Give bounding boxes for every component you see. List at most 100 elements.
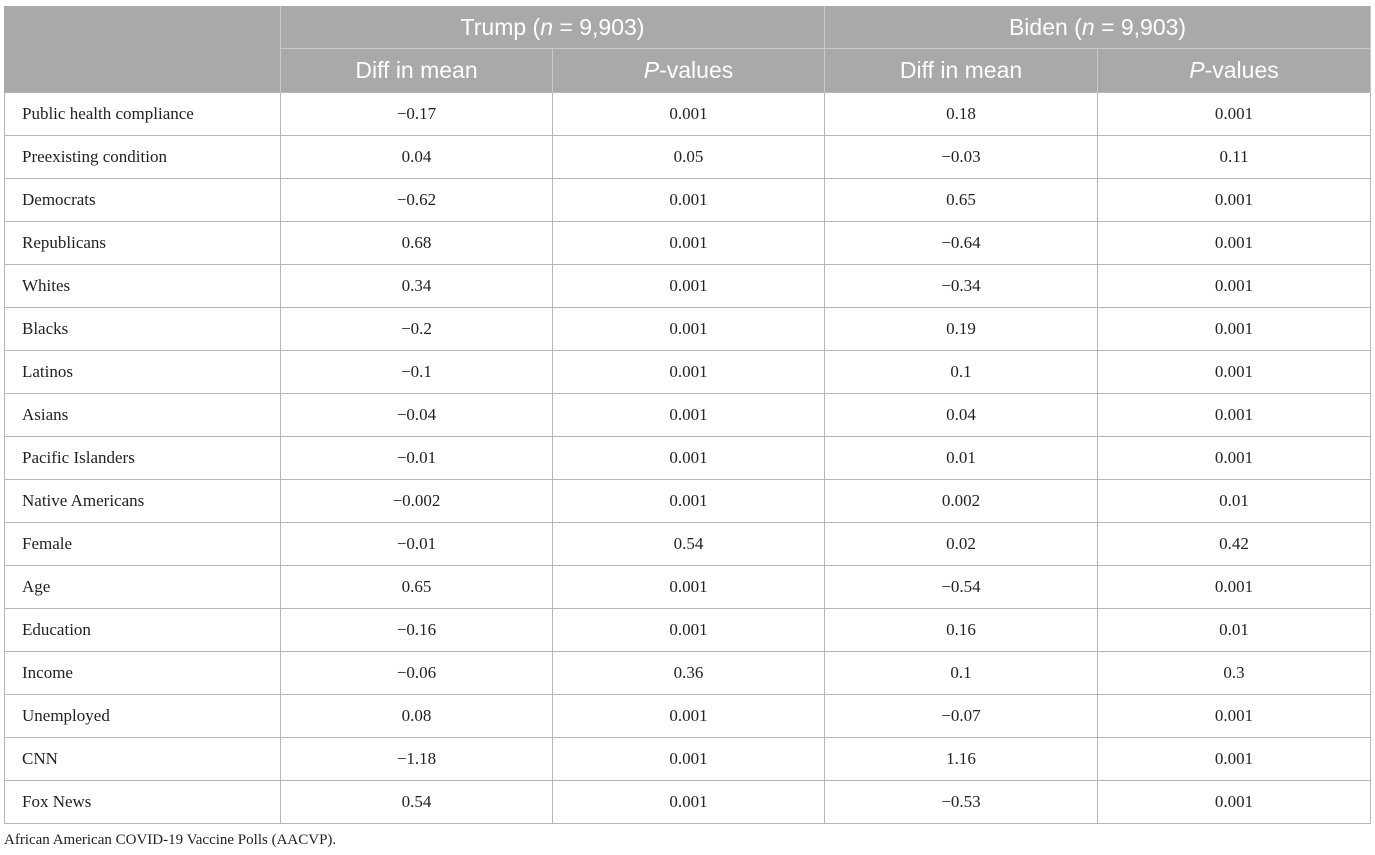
group-n-label: n [1081, 13, 1095, 40]
biden-diff-cell: −0.07 [824, 694, 1099, 738]
table-row: Fox News 0.54 0.001 −0.53 0.001 [4, 780, 1372, 824]
trump-p-cell: 0.54 [551, 522, 826, 566]
row-label: Age [4, 565, 281, 609]
trump-p-cell: 0.001 [551, 737, 826, 781]
table-row: Asians −0.04 0.001 0.04 0.001 [4, 393, 1372, 437]
group-n-value: = 9,903 [553, 13, 637, 40]
trump-diff-cell: −0.06 [280, 651, 553, 695]
biden-diff-cell: −0.34 [824, 264, 1099, 308]
row-label: Education [4, 608, 281, 652]
trump-p-cell: 0.001 [551, 479, 826, 523]
trump-p-cell: 0.001 [551, 221, 826, 265]
table-row: Democrats −0.62 0.001 0.65 0.001 [4, 178, 1372, 222]
trump-p-cell: 0.001 [551, 694, 826, 738]
trump-diff-cell: 0.34 [280, 264, 553, 308]
biden-diff-cell: 0.19 [824, 307, 1099, 351]
biden-diff-cell: 0.65 [824, 178, 1099, 222]
row-label: Asians [4, 393, 281, 437]
table-header: Trump (n = 9,903) Biden (n = 9,903) Diff… [4, 6, 1372, 93]
biden-p-cell: 0.42 [1097, 522, 1372, 566]
trump-p-cell: 0.001 [551, 350, 826, 394]
biden-p-cell: 0.01 [1097, 608, 1372, 652]
trump-p-cell: 0.001 [551, 608, 826, 652]
row-label: Unemployed [4, 694, 281, 738]
biden-diff-cell: −0.03 [824, 135, 1099, 179]
trump-diff-cell: −0.16 [280, 608, 553, 652]
biden-p-cell: 0.001 [1097, 178, 1372, 222]
group-n-value: = 9,903 [1094, 13, 1179, 40]
table-row: Age 0.65 0.001 −0.54 0.001 [4, 565, 1372, 609]
biden-diff-cell: −0.64 [824, 221, 1099, 265]
results-table-container: Trump (n = 9,903) Biden (n = 9,903) Diff… [4, 6, 1372, 824]
trump-p-cell: 0.001 [551, 307, 826, 351]
table-row: Native Americans −0.002 0.001 0.002 0.01 [4, 479, 1372, 523]
table-row: Preexisting condition 0.04 0.05 −0.03 0.11 [4, 135, 1372, 179]
header-blank-cell [4, 6, 281, 93]
subheader-diff-biden: Diff in mean [824, 48, 1099, 93]
biden-p-cell: 0.001 [1097, 92, 1372, 136]
group-name: Biden [1008, 13, 1068, 40]
biden-p-cell: 0.11 [1097, 135, 1372, 179]
row-label: Income [4, 651, 281, 695]
biden-diff-cell: 0.1 [824, 651, 1099, 695]
row-label: Female [4, 522, 281, 566]
table-row: Whites 0.34 0.001 −0.34 0.001 [4, 264, 1372, 308]
trump-p-cell: 0.001 [551, 178, 826, 222]
biden-p-cell: 0.001 [1097, 780, 1372, 824]
subheader-p-trump: P-values [551, 48, 826, 93]
trump-p-cell: 0.001 [551, 92, 826, 136]
group-header-biden: Biden (n = 9,903) [824, 6, 1372, 49]
biden-p-cell: 0.001 [1097, 565, 1372, 609]
biden-diff-cell: 0.16 [824, 608, 1099, 652]
table-row: Republicans 0.68 0.001 −0.64 0.001 [4, 221, 1372, 265]
subheader-p-biden: P-values [1097, 48, 1372, 93]
biden-p-cell: 0.001 [1097, 350, 1372, 394]
table-row: Education −0.16 0.001 0.16 0.01 [4, 608, 1372, 652]
subheader-diff-trump: Diff in mean [280, 48, 553, 93]
biden-p-cell: 0.001 [1097, 694, 1372, 738]
group-header-trump: Trump (n = 9,903) [279, 6, 826, 49]
biden-diff-cell: 0.04 [824, 393, 1099, 437]
row-label: Preexisting condition [4, 135, 281, 179]
row-label: CNN [4, 737, 281, 781]
biden-diff-cell: 0.1 [824, 350, 1099, 394]
group-header-row: Trump (n = 9,903) Biden (n = 9,903) [4, 6, 1372, 93]
table-row: Unemployed 0.08 0.001 −0.07 0.001 [4, 694, 1372, 738]
table-footnote: African American COVID-19 Vaccine Polls … [4, 832, 337, 848]
row-label: Democrats [4, 178, 281, 222]
row-label: Pacific Islanders [4, 436, 281, 480]
table-row: CNN −1.18 0.001 1.16 0.001 [4, 737, 1372, 781]
row-label: Public health compliance [4, 92, 281, 136]
table-body: Public health compliance −0.17 0.001 0.18 0.… [4, 92, 1372, 824]
sub-header-row: Diff in mean P-values Diff in mean P-val… [5, 48, 1372, 93]
trump-diff-cell: −0.2 [280, 307, 553, 351]
p-italic: P [1189, 57, 1205, 83]
trump-diff-cell: 0.68 [280, 221, 553, 265]
row-label: Blacks [4, 307, 281, 351]
biden-p-cell: 0.001 [1097, 436, 1372, 480]
p-rest: -values [1204, 57, 1279, 83]
row-label: Whites [4, 264, 281, 308]
trump-p-cell: 0.001 [551, 780, 826, 824]
trump-diff-cell: 0.54 [280, 780, 553, 824]
p-italic: P [643, 57, 660, 83]
table-row: Latinos −0.1 0.001 0.1 0.001 [4, 350, 1372, 394]
trump-diff-cell: −0.002 [280, 479, 553, 523]
biden-p-cell: 0.001 [1097, 393, 1372, 437]
table-row: Blacks −0.2 0.001 0.19 0.001 [4, 307, 1372, 351]
trump-p-cell: 0.36 [551, 651, 826, 695]
trump-diff-cell: −0.1 [280, 350, 553, 394]
biden-p-cell: 0.001 [1097, 264, 1372, 308]
trump-p-cell: 0.001 [551, 393, 826, 437]
trump-diff-cell: 0.04 [280, 135, 553, 179]
biden-diff-cell: 0.02 [824, 522, 1099, 566]
biden-p-cell: 0.001 [1097, 737, 1372, 781]
table-row: Pacific Islanders −0.01 0.001 0.01 0.001 [4, 436, 1372, 480]
biden-p-cell: 0.001 [1097, 221, 1372, 265]
biden-diff-cell: 0.18 [824, 92, 1099, 136]
trump-p-cell: 0.001 [551, 565, 826, 609]
trump-diff-cell: −1.18 [280, 737, 553, 781]
biden-diff-cell: −0.53 [824, 780, 1099, 824]
trump-diff-cell: 0.65 [280, 565, 553, 609]
table-row: Income −0.06 0.36 0.1 0.3 [4, 651, 1372, 695]
